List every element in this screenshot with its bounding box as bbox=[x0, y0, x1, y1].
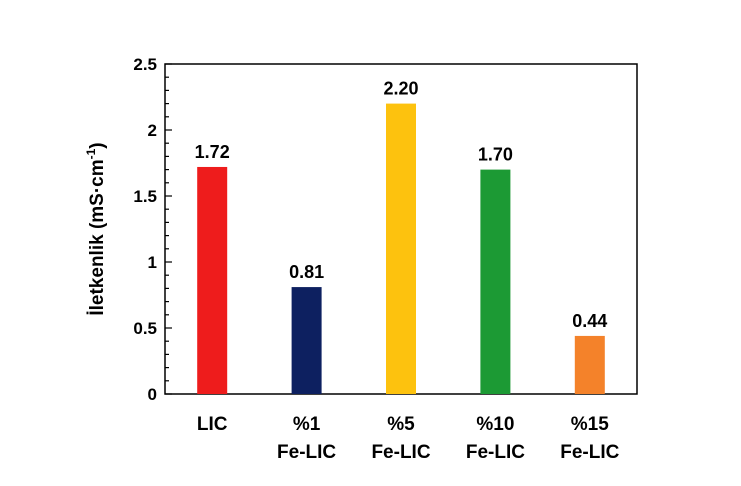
x-category-label: Fe-LIC bbox=[560, 442, 619, 463]
y-axis-title-close: ) bbox=[87, 142, 108, 148]
x-category-label: Fe-LIC bbox=[277, 442, 336, 463]
x-category-label: Fe-LIC bbox=[466, 442, 525, 463]
y-tick-label: 0.5 bbox=[133, 319, 157, 338]
y-tick-label: 2.5 bbox=[133, 55, 157, 74]
y-tick-label: 1.5 bbox=[133, 187, 157, 206]
bar-value-label: 1.70 bbox=[478, 145, 513, 165]
y-tick-label: 1 bbox=[148, 253, 157, 272]
y-axis-title-main: İletkenlik (mS·cm bbox=[87, 159, 108, 315]
y-tick-label: 2 bbox=[148, 121, 157, 140]
bar bbox=[574, 335, 605, 394]
x-category-label: %1 bbox=[293, 414, 321, 435]
bar-value-label: 1.72 bbox=[195, 142, 230, 162]
bar bbox=[291, 287, 322, 394]
bars bbox=[197, 103, 605, 394]
bar bbox=[197, 166, 228, 394]
bar-value-label: 0.44 bbox=[572, 311, 607, 331]
x-category-label: %10 bbox=[476, 414, 514, 435]
y-axis-title-superscript: -1 bbox=[84, 148, 98, 159]
x-axis-labels: LIC %1 Fe-LIC %5 Fe-LIC %10 Fe-LIC %15 Fe-LIC bbox=[197, 414, 620, 463]
x-category-label: %5 bbox=[387, 414, 415, 435]
y-axis-title: İletkenlik (mS·cm-1) bbox=[84, 142, 108, 315]
y-axis-ticks: 0 0.5 1 1.5 2 2.5 bbox=[133, 55, 172, 404]
value-labels: 1.72 0.81 2.20 1.70 0.44 bbox=[195, 79, 608, 331]
x-category-label: %15 bbox=[571, 414, 609, 435]
x-category-label: LIC bbox=[197, 414, 228, 435]
bar bbox=[386, 103, 416, 394]
bar bbox=[480, 169, 511, 394]
bar-value-label: 2.20 bbox=[383, 79, 418, 99]
bar-value-label: 0.81 bbox=[289, 262, 324, 282]
x-category-label: Fe-LIC bbox=[371, 442, 430, 463]
y-tick-label: 0 bbox=[148, 385, 157, 404]
